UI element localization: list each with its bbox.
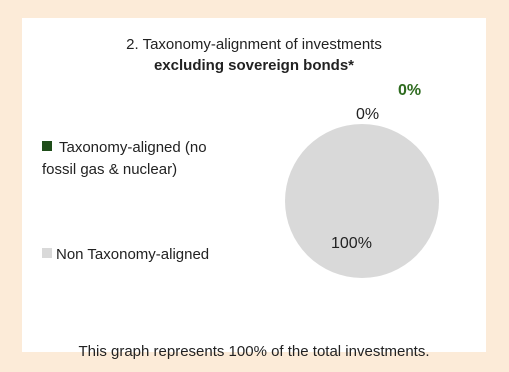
- chart-title: 2. Taxonomy-alignment of investments: [126, 36, 382, 53]
- legend-label-non-aligned: Non Taxonomy-aligned: [56, 246, 210, 263]
- legend-item-non-taxonomy-aligned: Non Taxonomy-aligned: [42, 244, 282, 266]
- legend-swatch-aligned: [42, 141, 52, 151]
- pie-chart: [285, 124, 439, 278]
- pie-slice-label-aligned: 0%: [356, 106, 380, 123]
- chart-subtitle: excluding sovereign bonds*: [153, 57, 355, 74]
- legend-label-aligned-line2: fossil gas & nuclear): [42, 161, 178, 178]
- legend-label-aligned-line1: Taxonomy-aligned (no: [59, 139, 207, 156]
- pie-extra-label: 0%: [398, 82, 422, 99]
- pie-slice-label-non-aligned: 100%: [331, 235, 372, 252]
- chart-panel: 2. Taxonomy-alignment of investments exc…: [22, 18, 486, 360]
- pie-slice-non-aligned: [285, 124, 439, 278]
- legend-swatch-non-aligned: [42, 248, 52, 258]
- legend-item-taxonomy-aligned: Taxonomy-aligned (no fossil gas & nuclea…: [42, 137, 282, 181]
- footer-note: This graph represents 100% of the total …: [78, 343, 430, 360]
